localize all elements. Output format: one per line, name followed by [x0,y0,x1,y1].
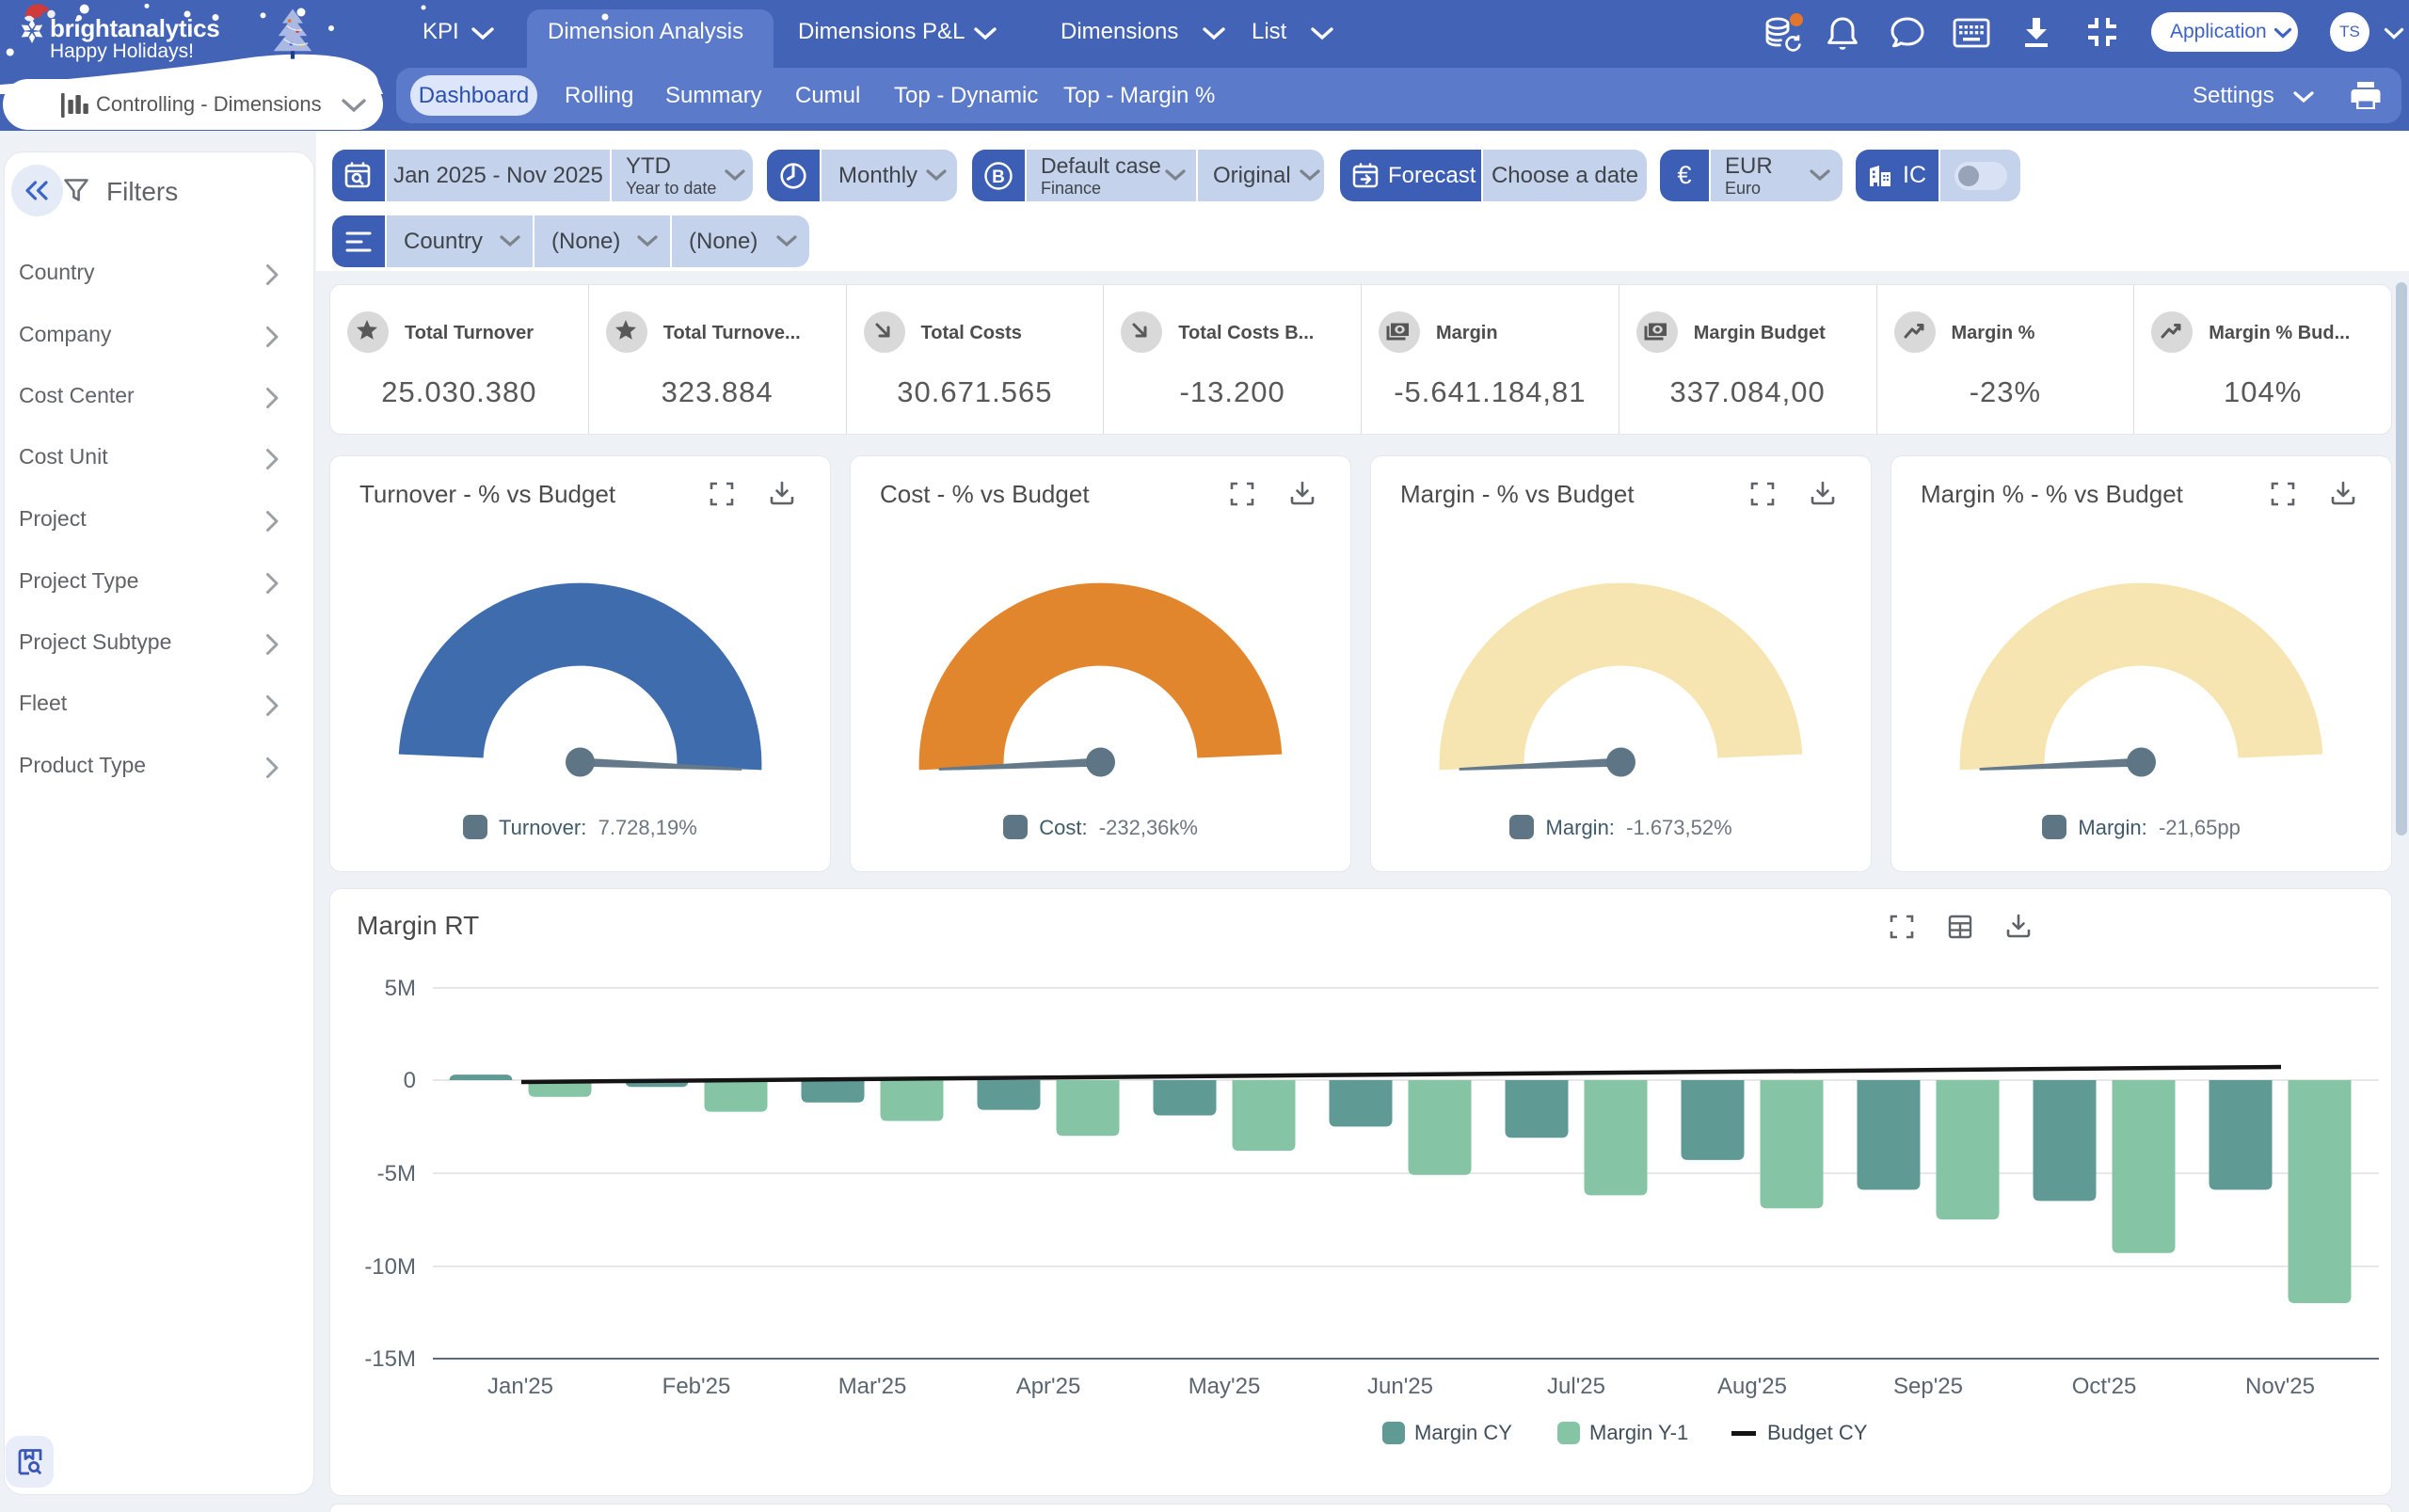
svg-text:0: 0 [404,1068,416,1093]
svg-text:Budget CY: Budget CY [1767,1421,1868,1444]
svg-text:Jun'25: Jun'25 [1367,1374,1433,1399]
svg-text:Apr'25: Apr'25 [1016,1374,1081,1399]
svg-text:Feb'25: Feb'25 [662,1374,731,1399]
svg-text:Aug'25: Aug'25 [1717,1374,1787,1399]
svg-text:-5M: -5M [377,1161,416,1186]
svg-text:May'25: May'25 [1189,1374,1261,1399]
svg-text:B: B [992,167,1005,187]
svg-text:-10M: -10M [364,1254,416,1280]
svg-text:Nov'25: Nov'25 [2245,1374,2315,1399]
svg-text:Margin Y-1: Margin Y-1 [1589,1421,1688,1444]
svg-text:Jul'25: Jul'25 [1547,1374,1605,1399]
svg-text:Mar'25: Mar'25 [838,1374,907,1399]
svg-text:Margin CY: Margin CY [1414,1421,1512,1444]
svg-text:Jan'25: Jan'25 [487,1374,553,1399]
svg-text:-15M: -15M [364,1346,416,1372]
svg-text:Sep'25: Sep'25 [1893,1374,1963,1399]
svg-text:Oct'25: Oct'25 [2072,1374,2137,1399]
svg-text:5M: 5M [385,976,416,1001]
